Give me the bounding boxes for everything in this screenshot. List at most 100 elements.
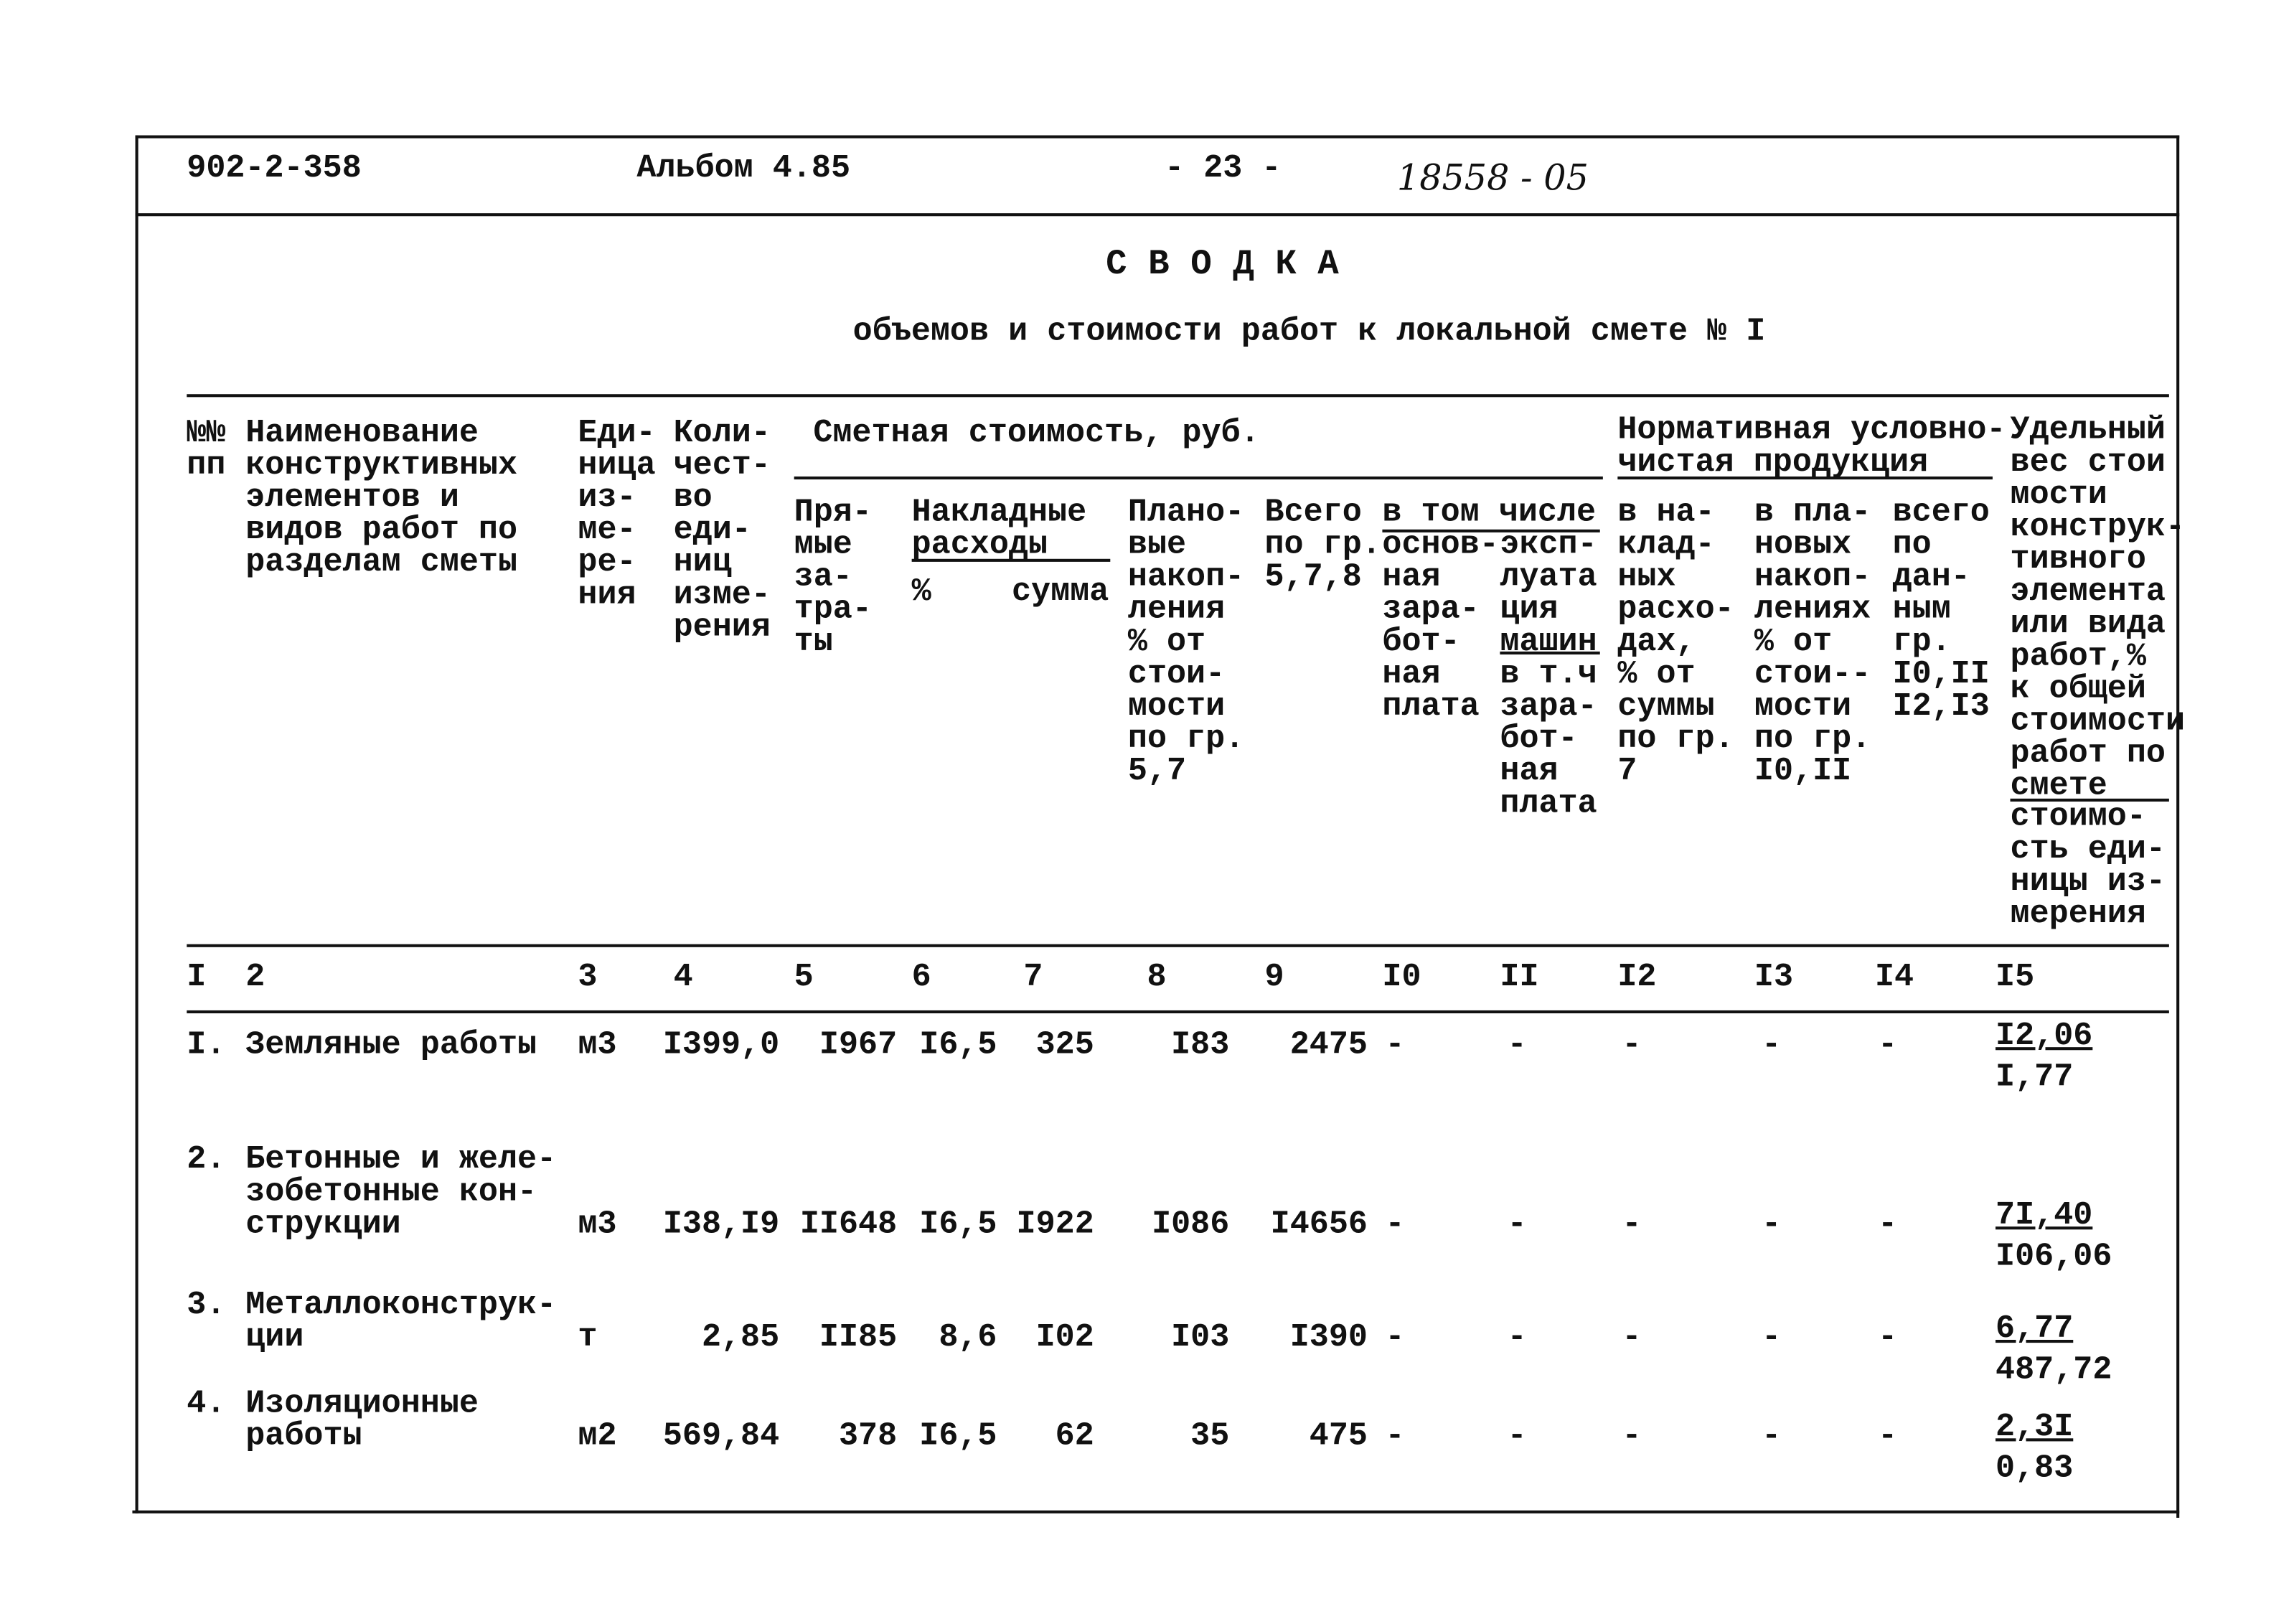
top-border <box>135 135 2180 139</box>
column-number: I4 <box>1874 959 1914 996</box>
cell-c14: - <box>1878 1417 1898 1455</box>
cell-unit-cost: I06,06 <box>1996 1238 2112 1275</box>
header-divider <box>135 213 2180 217</box>
cell-oh-sum: I922 <box>1016 1206 1094 1243</box>
cell-share: 6,77 <box>1996 1310 2074 1348</box>
handwritten-number: 18558 - 05 <box>1396 157 1589 199</box>
col-header-planned: Плано- вые накоп- ления % от стои- мости… <box>1127 494 1245 790</box>
column-number-rule <box>187 1010 2169 1014</box>
column-number: II <box>1500 959 1539 996</box>
col-header-total: Всего по гр. 5,7,8 <box>1264 494 1381 596</box>
cell-qty: 2,85 <box>701 1319 780 1356</box>
cell-c10: - <box>1385 1026 1405 1064</box>
column-number: 4 <box>673 959 693 996</box>
document-code: 902-2-358 <box>187 150 362 187</box>
cell-planned: I03 <box>1171 1319 1230 1356</box>
cell-c11: - <box>1507 1026 1527 1064</box>
column-number: I3 <box>1754 959 1794 996</box>
col-group-overhead: Накладные расходы <box>911 494 1087 563</box>
cell-oh-sum: I02 <box>1035 1319 1094 1356</box>
cell-direct: 378 <box>838 1417 898 1455</box>
page-number: - 23 - <box>1165 150 1282 187</box>
cell-c10: - <box>1385 1206 1405 1243</box>
cell-c14: - <box>1878 1026 1898 1064</box>
cell-direct: II648 <box>799 1206 898 1243</box>
cell-c13: - <box>1762 1026 1782 1064</box>
col-header-norm-total: всего по дан- ным гр. I0,II I2,I3 <box>1892 494 1990 726</box>
machines-rule <box>1500 651 1600 654</box>
col-header-share: Удельный вес стои мости конструк- тивног… <box>2010 411 2186 805</box>
cell-planned: I086 <box>1152 1206 1230 1243</box>
table-top-rule <box>187 394 2169 398</box>
album-label: Альбом 4.85 <box>636 150 851 187</box>
column-number: 6 <box>911 959 931 996</box>
column-number: 9 <box>1264 959 1284 996</box>
cell-unit: т <box>578 1319 598 1356</box>
column-number: I2 <box>1617 959 1657 996</box>
cell-total: I390 <box>1289 1319 1368 1356</box>
col-header-machines-wages: в т.ч зара- бот- ная плата <box>1500 656 1597 822</box>
cell-share: 7I,40 <box>1996 1197 2093 1234</box>
cell-unit: м3 <box>578 1026 617 1064</box>
column-number: I0 <box>1382 959 1421 996</box>
document-title: С В О Д К А <box>1106 245 1339 286</box>
col-header-direct: Пря- мые за- тра- ты <box>794 494 872 661</box>
cell-c13: - <box>1762 1417 1782 1455</box>
cell-no: 3. <box>187 1287 226 1324</box>
cell-total: 2475 <box>1289 1026 1368 1064</box>
cell-c13: - <box>1762 1319 1782 1356</box>
col-group-incl: в том числе <box>1382 494 1597 531</box>
cost-group-rule <box>794 477 1603 480</box>
cell-no: 4. <box>187 1385 226 1422</box>
cell-direct: II85 <box>819 1319 898 1356</box>
col-group-cost: Сметная стоимость, руб. <box>813 414 1260 452</box>
cell-name: Металлоконструк- ции <box>245 1287 557 1356</box>
cell-c12: - <box>1622 1206 1642 1243</box>
cell-total: I4656 <box>1270 1206 1368 1243</box>
cell-share: I2,06 <box>1996 1018 2093 1055</box>
cell-name: Земляные работы <box>245 1026 537 1064</box>
column-number: I5 <box>1996 959 2035 996</box>
cell-planned: 35 <box>1190 1417 1230 1455</box>
cell-c11: - <box>1507 1206 1527 1243</box>
col-header-name: Наименование конструктивных элементов и … <box>245 414 518 581</box>
col-header-norm-planned: в пла- новых накоп- лениях % от стои-- м… <box>1754 494 1871 790</box>
column-number: 3 <box>578 959 598 996</box>
col-header-unit-cost: стоимо- сть еди- ницы из- мерения <box>2010 798 2166 933</box>
column-number: 5 <box>794 959 814 996</box>
bottom-border <box>132 1510 2180 1513</box>
cell-unit-cost: 487,72 <box>1996 1351 2112 1389</box>
cell-oh-sum: 62 <box>1055 1417 1094 1455</box>
cell-total: 475 <box>1309 1417 1368 1455</box>
cell-c14: - <box>1878 1319 1898 1356</box>
left-border <box>135 135 138 1513</box>
cell-c11: - <box>1507 1417 1527 1455</box>
incl-rule <box>1382 529 1600 532</box>
cell-unit-cost: 0,83 <box>1996 1450 2074 1487</box>
cell-unit: м2 <box>578 1417 617 1455</box>
cell-qty: I38,I9 <box>662 1206 780 1243</box>
cell-no: 2. <box>187 1141 226 1178</box>
col-header-machines: эксп- луата ция машин <box>1500 526 1597 661</box>
cell-c12: - <box>1622 1417 1642 1455</box>
cell-unit: м3 <box>578 1206 617 1243</box>
col-header-quantity: Коли- чест- во еди- ниц изме- рения <box>673 414 771 646</box>
share-rule <box>2010 798 2169 802</box>
column-number: I <box>187 959 207 996</box>
cell-planned: I83 <box>1171 1026 1230 1064</box>
header-bottom-rule <box>187 944 2169 947</box>
document-subtitle: объемов и стоимости работ к локальной см… <box>852 313 1766 350</box>
col-header-norm-overhead: в на- клад- ных расхо- дах, % от суммы п… <box>1617 494 1734 790</box>
col-group-normative: Нормативная условно- чистая продукция <box>1617 411 2006 482</box>
col-header-unit: Еди- ница из- ме- ре- ния <box>578 414 656 614</box>
right-border <box>2176 135 2180 1518</box>
overhead-rule <box>911 558 1111 562</box>
cell-c10: - <box>1385 1417 1405 1455</box>
col-header-wages: основ- ная зара- бот- ная плата <box>1382 526 1499 726</box>
cell-qty: I399,0 <box>662 1026 780 1064</box>
cell-c12: - <box>1622 1319 1642 1356</box>
cell-oh-pct: I6,5 <box>919 1206 997 1243</box>
cell-c11: - <box>1507 1319 1527 1356</box>
cell-c13: - <box>1762 1206 1782 1243</box>
